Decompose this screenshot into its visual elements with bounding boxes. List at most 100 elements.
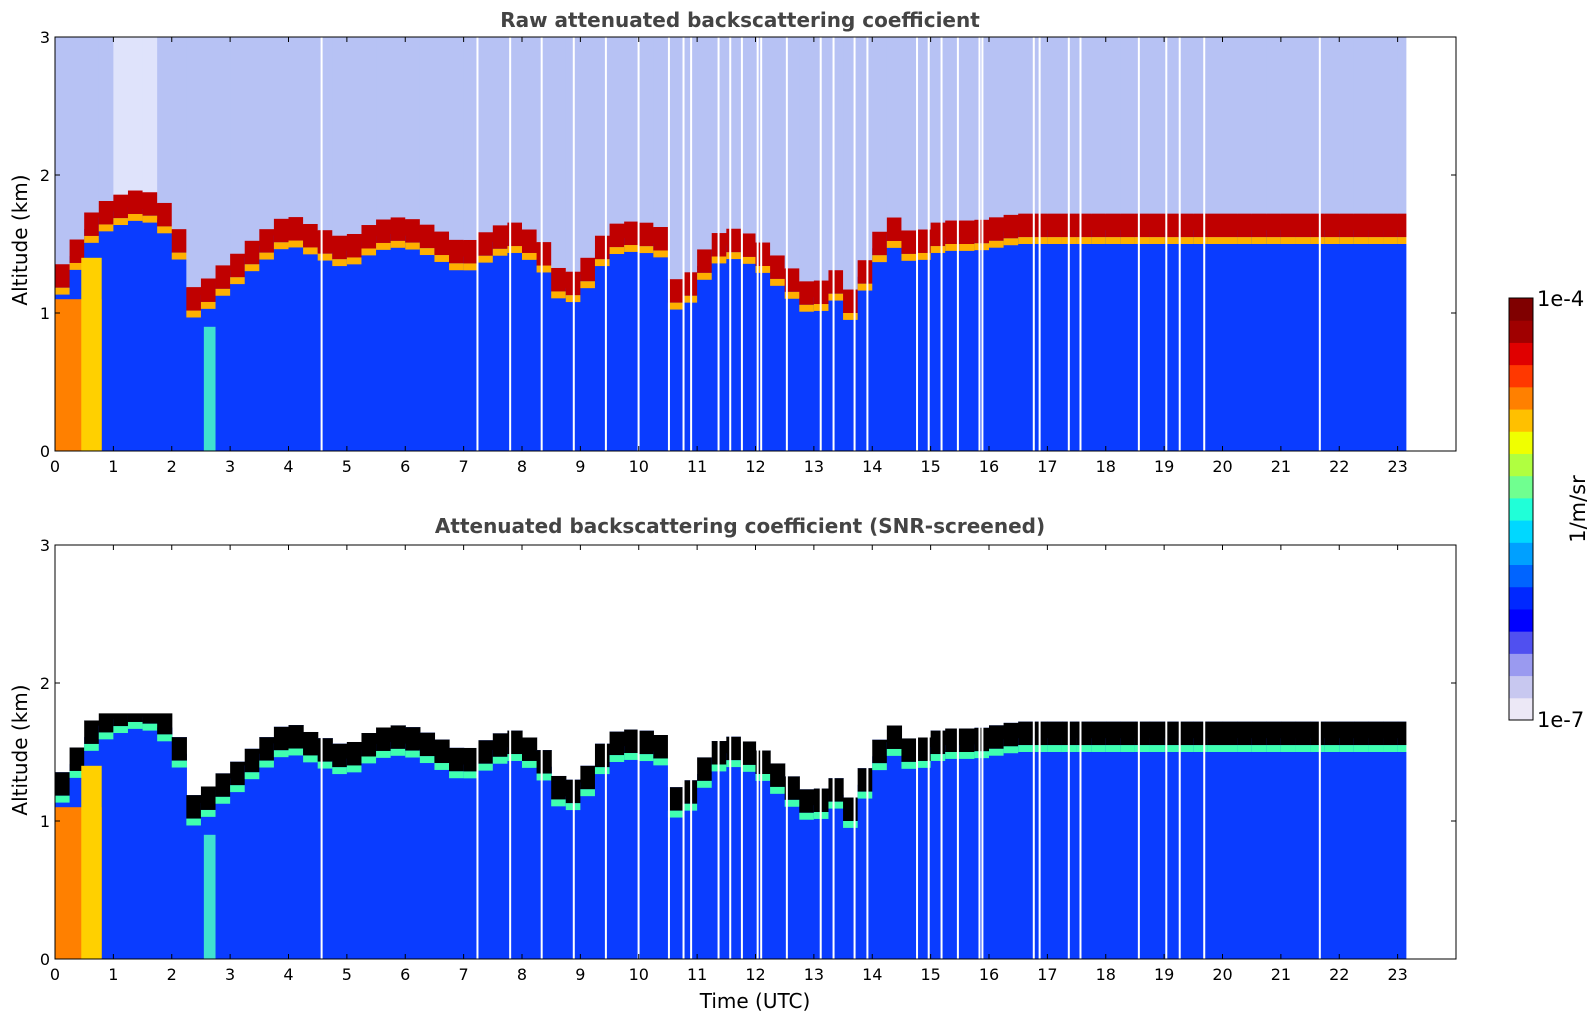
field-column	[1164, 738, 1180, 959]
x-tick-label: 0	[50, 457, 60, 476]
field-column	[171, 753, 187, 959]
cloud-layer	[317, 738, 333, 762]
data-gap	[1318, 545, 1321, 959]
field-column	[667, 803, 684, 959]
cloud-layer	[1018, 213, 1034, 238]
cloud-layer	[332, 235, 348, 260]
x-tick-label: 21	[1271, 965, 1291, 984]
cloud-layer	[1295, 213, 1311, 238]
cloud-edge	[1091, 745, 1107, 752]
above-cloud	[740, 37, 757, 234]
cloud-edge	[507, 246, 523, 253]
cloud-edge	[740, 764, 757, 772]
above-cloud	[1003, 37, 1019, 216]
cloud-edge	[346, 765, 363, 773]
cloud-edge	[361, 756, 377, 764]
cloud-layer	[843, 289, 859, 313]
cloud-layer	[1368, 721, 1384, 746]
above-cloud	[667, 37, 684, 280]
cloud-layer	[244, 240, 260, 265]
field-column	[551, 792, 567, 959]
data-gap	[916, 37, 919, 451]
cloud-layer	[653, 735, 669, 759]
field-column	[361, 241, 377, 451]
above-cloud	[1237, 37, 1253, 215]
cloud-edge	[1193, 745, 1209, 752]
field-column	[186, 303, 202, 451]
cloud-edge	[259, 760, 275, 768]
field-column	[536, 258, 552, 451]
cloud-layer	[288, 217, 304, 241]
above-cloud	[259, 37, 275, 230]
cloud-edge	[653, 758, 669, 766]
field-column	[171, 245, 187, 451]
above-cloud	[945, 37, 961, 222]
cloud-layer	[186, 287, 202, 311]
x-tick-label: 11	[687, 457, 707, 476]
cloud-layer	[1047, 213, 1063, 238]
field-column	[1134, 738, 1151, 959]
above-cloud	[1134, 37, 1151, 215]
cloud-edge	[1207, 237, 1224, 244]
cloud-layer	[916, 229, 932, 253]
cloud-layer	[346, 741, 363, 766]
above-cloud	[1105, 37, 1121, 215]
above-cloud	[653, 37, 669, 228]
cloud-edge	[653, 250, 669, 258]
cloud-layer	[799, 281, 815, 305]
cloud-edge	[901, 761, 917, 769]
cloud-layer	[157, 710, 173, 735]
cloud-edge	[1120, 745, 1136, 752]
above-cloud	[55, 37, 71, 265]
above-cloud	[1047, 37, 1063, 215]
field-column	[580, 782, 596, 959]
cloud-layer	[609, 223, 625, 248]
cloud-layer	[463, 747, 479, 772]
cloud-edge	[828, 801, 844, 809]
x-tick-label: 23	[1387, 965, 1407, 984]
above-cloud	[332, 37, 348, 237]
above-cloud	[69, 37, 85, 241]
field-column	[346, 758, 363, 959]
cloud-layer	[478, 740, 494, 764]
colorbar-bin	[1509, 631, 1533, 654]
cloud-layer	[551, 267, 567, 292]
cloud-layer	[507, 222, 523, 247]
cloud-edge	[959, 752, 976, 759]
cloud-edge	[55, 287, 71, 295]
field-column	[1120, 738, 1136, 959]
above-cloud	[755, 37, 771, 244]
cloud-layer	[653, 227, 669, 251]
x-tick-label: 5	[342, 965, 352, 984]
cloud-layer	[1222, 213, 1238, 238]
x-tick-label: 0	[50, 965, 60, 984]
cloud-edge	[1237, 237, 1253, 244]
field-column	[478, 756, 494, 959]
cloud-edge	[390, 240, 406, 248]
cloud-edge	[770, 786, 786, 794]
cloud-edge	[449, 263, 465, 271]
cloud-edge	[536, 265, 552, 273]
cloud-layer	[1091, 213, 1107, 238]
cloud-layer	[186, 795, 202, 819]
above-cloud	[989, 37, 1005, 218]
colorbar-gradient	[1509, 298, 1533, 721]
cloud-layer	[259, 229, 275, 253]
data-gap	[785, 37, 788, 451]
data-gap	[1137, 545, 1140, 959]
data-gap	[540, 37, 543, 451]
cloud-layer	[697, 249, 713, 273]
cloud-edge	[755, 773, 771, 781]
plot-area: 0 1 2 3 4 5 6 7 8 9 10 11 12 13 14 15 16 17 18 19 20 21 22 2301…	[40, 536, 1457, 984]
data-gap	[717, 37, 720, 451]
above-cloud	[244, 37, 260, 242]
cloud-edge	[843, 313, 859, 320]
field-column	[945, 237, 961, 451]
cloud-edge	[726, 760, 742, 768]
cloud-edge	[1310, 745, 1326, 752]
cloud-layer	[1149, 213, 1165, 238]
colorbar: 1e-4 1e-7 1/m/sr	[1508, 287, 1590, 732]
cloud-layer	[1120, 721, 1136, 746]
cloud-layer	[1339, 213, 1355, 238]
cloud-edge	[1324, 745, 1340, 752]
